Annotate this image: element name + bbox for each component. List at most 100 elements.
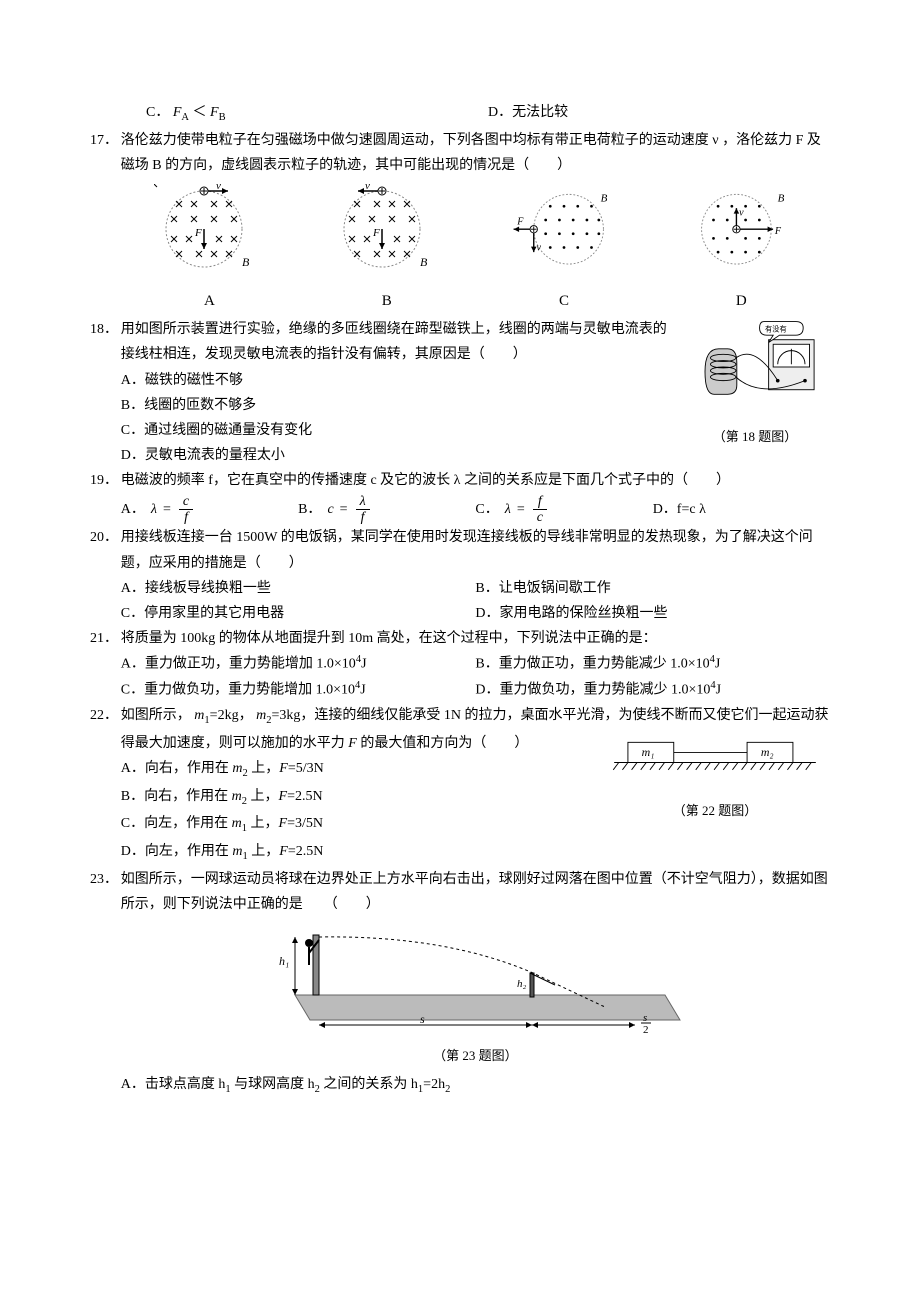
- q23-number: 23．: [90, 867, 121, 1100]
- q16-optD-text: D．无法比较: [488, 105, 568, 120]
- svg-text:2: 2: [643, 1024, 649, 1035]
- q23-body: 如图所示，一网球运动员将球在边界处正上方水平向右击出，球刚好过网落在图中位置（不…: [121, 867, 830, 1100]
- q19-stem: 电磁波的频率 f，它在真空中的传播速度 c 及它的波长 λ 之间的关系应是下面几…: [121, 473, 730, 488]
- q20-optB: B．让电饭锅间歇工作: [475, 576, 830, 601]
- svg-text:v: v: [365, 184, 370, 192]
- q19C-eq: =: [517, 497, 525, 522]
- q22-stem-post: 的最大值和方向为（ ）: [357, 736, 529, 751]
- q22D-mv: m: [232, 844, 242, 859]
- q19B-eq: =: [340, 497, 348, 522]
- q17-figD-svg: v F B: [686, 184, 796, 279]
- q22-m2: m: [256, 708, 266, 723]
- q23A-s4: 2: [445, 1083, 450, 1094]
- q21-optA: A．重力做正功，重力势能增加 1.0×104J: [121, 651, 476, 677]
- q19-optD: D．f=c λ: [653, 497, 830, 522]
- q20-optA: A．接线板导线换粗一些: [121, 576, 476, 601]
- q21B-unit: J: [715, 657, 720, 672]
- svg-text:v: v: [216, 184, 221, 192]
- q20-stem: 用接线板连接一台 1500W 的电饭锅，某同学在使用时发现连接线板的导线非常明显…: [121, 530, 813, 570]
- q19-optB-label: B．: [298, 497, 321, 522]
- q16-optC-FB-sub: B: [219, 112, 226, 123]
- q22D-F: F: [279, 844, 288, 859]
- q17-figD-label: D: [686, 288, 796, 315]
- q19C-frac: f c: [533, 494, 547, 526]
- q22C-F: F: [279, 816, 288, 831]
- q17: 17． 洛伦兹力使带电粒子在匀强磁场中做匀速圆周运动，下列各图中均标有带正电荷粒…: [90, 128, 830, 318]
- q23: 23． 如图所示，一网球运动员将球在边界处正上方水平向右击出，球刚好过网落在图中…: [90, 867, 830, 1100]
- q17-figC: F v B C: [509, 184, 619, 315]
- q22A-mv: m: [232, 761, 242, 776]
- q19-body: 电磁波的频率 f，它在真空中的传播速度 c 及它的波长 λ 之间的关系应是下面几…: [121, 468, 830, 525]
- q16-optC: C． FA ＜ FB: [146, 100, 488, 128]
- q17-figC-svg: F v B: [509, 184, 619, 279]
- q17-figB: v F B B: [332, 184, 442, 315]
- q19B-frac: λ f: [356, 494, 370, 526]
- q18-number: 18．: [90, 317, 121, 468]
- q23-optA: A．击球点高度 h1 与球网高度 h2 之间的关系为 h1=2h2: [121, 1072, 830, 1100]
- svg-text:h₁: h₁: [279, 954, 289, 968]
- q22A-val: =5/3N: [288, 761, 324, 776]
- q22C-mv: m: [232, 816, 242, 831]
- svg-text:B: B: [601, 193, 608, 205]
- q23A-post: 之间的关系为 h: [320, 1077, 418, 1092]
- q22D-pre: D．向左，作用在: [121, 844, 233, 859]
- q20-opts-row1: A．接线板导线换粗一些 B．让电饭锅间歇工作: [121, 576, 830, 601]
- q22-m1: m: [194, 708, 204, 723]
- q22D-mid: 上，: [248, 844, 280, 859]
- q23-figure-svg: h₁ h₂ s s 2: [265, 925, 685, 1035]
- q21-number: 21．: [90, 626, 121, 703]
- q17-figA: v F B A: [154, 184, 264, 315]
- q22C-val: =3/5N: [287, 816, 323, 831]
- q19-optA-label: A．: [121, 497, 145, 522]
- q22A-F: F: [279, 761, 288, 776]
- q16-optC-label: C．: [146, 105, 169, 120]
- q23-caption: （第 23 题图）: [121, 1044, 830, 1067]
- q21-stem: 将质量为 100kg 的物体从地面提升到 10m 高处，在这个过程中，下列说法中…: [121, 631, 657, 646]
- q22A-mid: 上，: [248, 761, 280, 776]
- q19A-den: f: [179, 510, 193, 525]
- q21-body: 将质量为 100kg 的物体从地面提升到 10m 高处，在这个过程中，下列说法中…: [121, 626, 830, 703]
- q19A-lhs: λ: [151, 497, 157, 522]
- q19B-lhs: c: [327, 497, 333, 522]
- q17-figD: v F B D: [686, 184, 796, 315]
- q22-m1val: =2kg，: [210, 708, 253, 723]
- q21D-unit: J: [716, 683, 721, 698]
- q17-figA-label: A: [154, 288, 264, 315]
- q22B-pre: B．向右，作用在: [121, 789, 232, 804]
- q16-optC-FB: F: [210, 105, 219, 120]
- q23A-mid: 与球网高度 h: [231, 1077, 315, 1092]
- q21B-text: B．重力做正功，重力势能减少 1.0×10: [475, 657, 709, 672]
- svg-text:m₂: m₂: [761, 745, 774, 759]
- q19: 19． 电磁波的频率 f，它在真空中的传播速度 c 及它的波长 λ 之间的关系应…: [90, 468, 830, 525]
- q18-body: 有没有 （第 18 题图） 用如图所示装置进行实验，绝缘的多匝线圈绕在蹄型磁铁上…: [121, 317, 830, 468]
- q22-number: 22．: [90, 703, 121, 867]
- q17-figB-label: B: [332, 288, 442, 315]
- q22-optD: D．向左，作用在 m1 上，F=2.5N: [121, 839, 830, 867]
- q17-body: 洛伦兹力使带电粒子在匀强磁场中做匀速圆周运动，下列各图中均标有带正电荷粒子的运动…: [121, 128, 830, 318]
- svg-text:B: B: [778, 193, 785, 205]
- q20-optC: C．停用家里的其它用电器: [121, 601, 476, 626]
- q22-figure: m₁ m₂ （第 22 题图）: [600, 735, 830, 823]
- q21-row2: C．重力做负功，重力势能增加 1.0×104J D．重力做负功，重力势能减少 1…: [121, 677, 830, 703]
- q21-row1: A．重力做正功，重力势能增加 1.0×104J B．重力做正功，重力势能减少 1…: [121, 651, 830, 677]
- q19-optC-label: C．: [475, 497, 498, 522]
- q19-optC: C． λ = f c: [475, 494, 652, 526]
- q21: 21． 将质量为 100kg 的物体从地面提升到 10m 高处，在这个过程中，下…: [90, 626, 830, 703]
- q19B-num: λ: [356, 494, 370, 510]
- q22D-val: =2.5N: [288, 844, 324, 859]
- q19-number: 19．: [90, 468, 121, 525]
- svg-text:B: B: [420, 255, 428, 269]
- svg-text:h₂: h₂: [517, 978, 527, 990]
- q17-figure-row: v F B A: [121, 184, 830, 315]
- q21C-unit: J: [360, 683, 365, 698]
- svg-text:m₁: m₁: [642, 745, 655, 759]
- q16-options-row: C． FA ＜ FB D．无法比较: [90, 100, 830, 128]
- svg-text:s: s: [643, 1012, 647, 1024]
- svg-text:F: F: [372, 227, 380, 239]
- q19A-frac: c f: [179, 494, 193, 526]
- q19B-den: f: [356, 510, 370, 525]
- q22-caption: （第 22 题图）: [600, 799, 830, 822]
- q20-number: 20．: [90, 525, 121, 626]
- q22-F: F: [348, 736, 357, 751]
- q19A-eq: =: [163, 497, 171, 522]
